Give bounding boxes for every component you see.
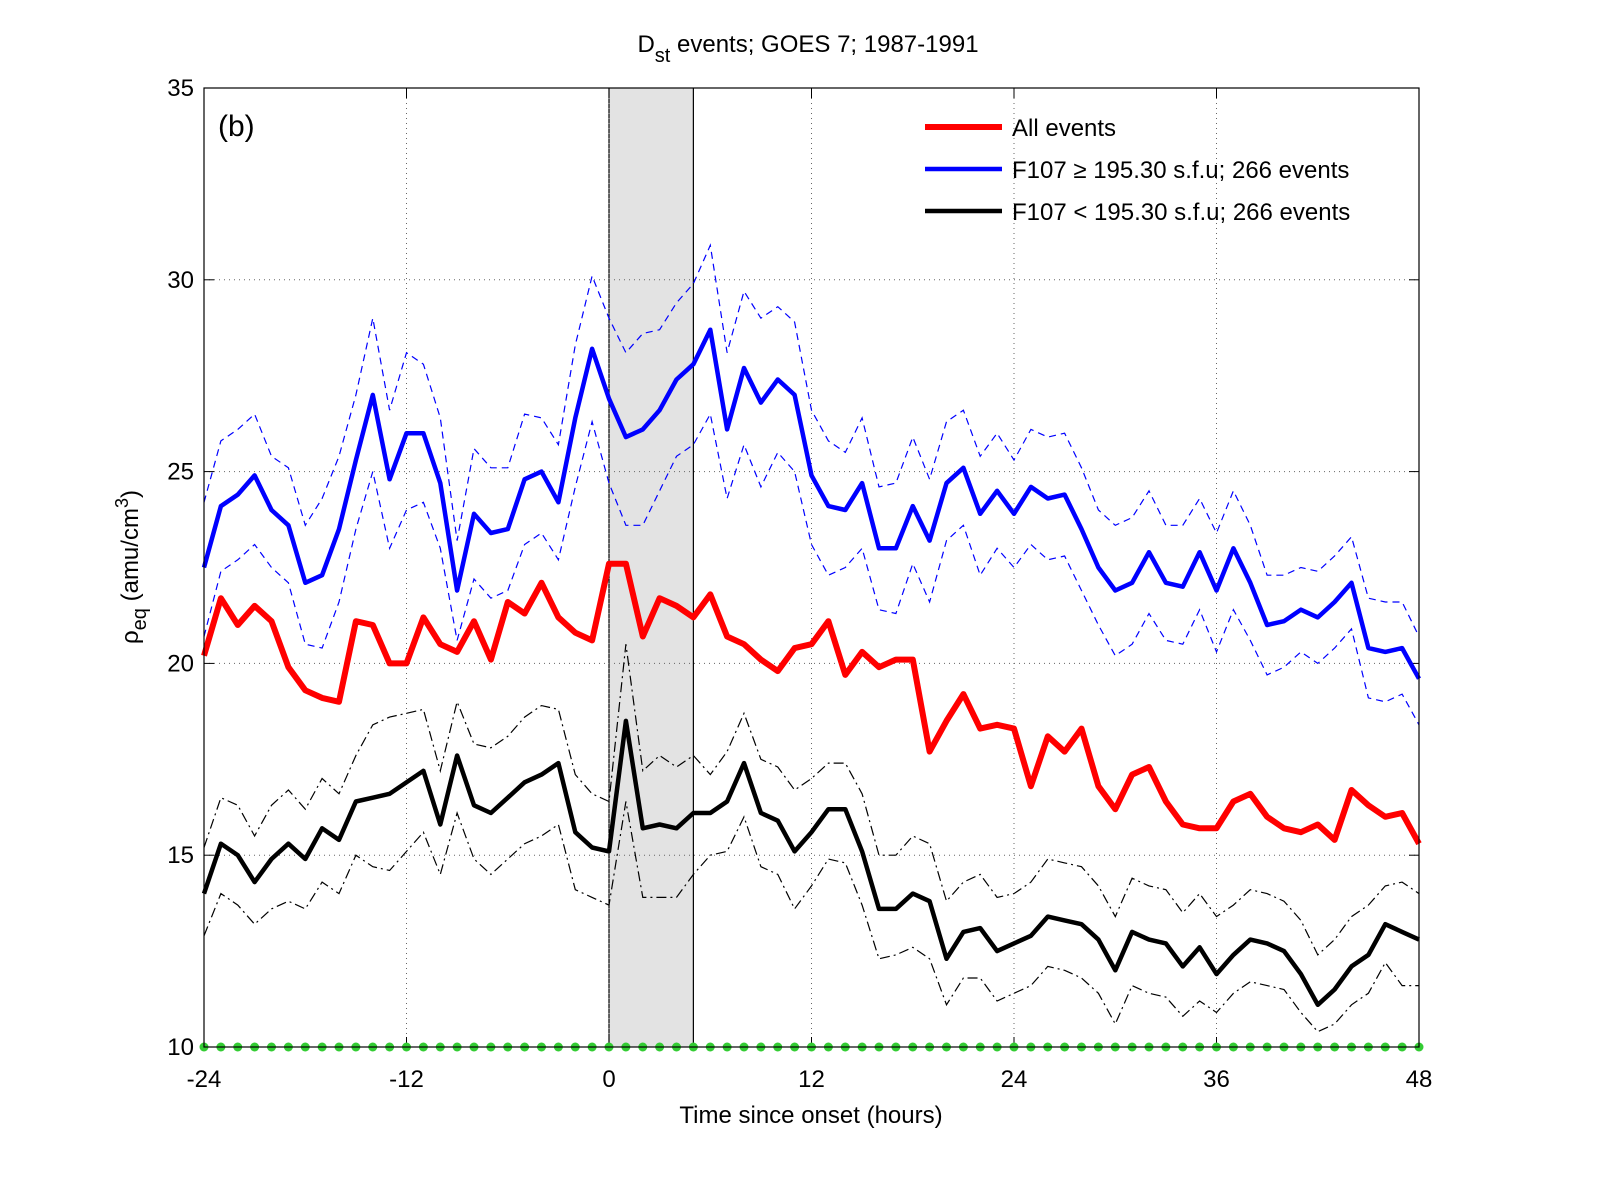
ylabel-superscript: 3	[112, 498, 132, 508]
title-part: D	[637, 31, 654, 58]
x-tick-label: 48	[1406, 1066, 1433, 1093]
ylabel-part: ρ	[117, 630, 144, 644]
y-tick-label: 15	[167, 842, 194, 869]
title-part: events; GOES 7; 1987-1991	[670, 31, 978, 58]
legend-label: F107 < 195.30 s.f.u; 266 events	[1012, 199, 1350, 226]
confidence-bound	[203, 412, 1420, 726]
y-axis-label: ρeq (amu/cm3)	[112, 490, 151, 644]
y-tick-label: 25	[167, 459, 194, 486]
chart-title: Dst events; GOES 7; 1987-1991	[637, 31, 978, 67]
series-line	[201, 560, 1422, 846]
confidence-bound	[203, 801, 1419, 1033]
x-tick-label: -24	[187, 1066, 222, 1093]
ylabel-subscript: eq	[129, 608, 151, 630]
series-line	[201, 327, 1421, 680]
confidence-bound	[203, 243, 1420, 637]
legend-label: All events	[1012, 115, 1116, 142]
panel-annotation: (b)	[218, 110, 255, 143]
x-axis-label: Time since onset (hours)	[679, 1102, 942, 1129]
y-tick-label: 20	[167, 650, 194, 677]
title-subscript: st	[655, 45, 671, 67]
series-line	[201, 718, 1420, 1008]
x-tick-label: 0	[602, 1066, 615, 1093]
ylabel-part: )	[117, 490, 144, 498]
ylabel-part: (amu/cm	[117, 508, 144, 608]
x-tick-label: 12	[798, 1066, 825, 1093]
shaded-interval	[609, 88, 694, 1047]
y-tick-label: 30	[167, 267, 194, 294]
y-tick-label: 35	[167, 75, 194, 102]
legend-label: F107 ≥ 195.30 s.f.u; 266 events	[1012, 157, 1349, 184]
x-tick-label: -12	[389, 1066, 424, 1093]
axes-frame	[203, 87, 1420, 1048]
confidence-bound	[203, 644, 1420, 956]
x-tick-label: 36	[1203, 1066, 1230, 1093]
y-tick-label: 10	[167, 1034, 194, 1061]
x-tick-label: 24	[1001, 1066, 1028, 1093]
